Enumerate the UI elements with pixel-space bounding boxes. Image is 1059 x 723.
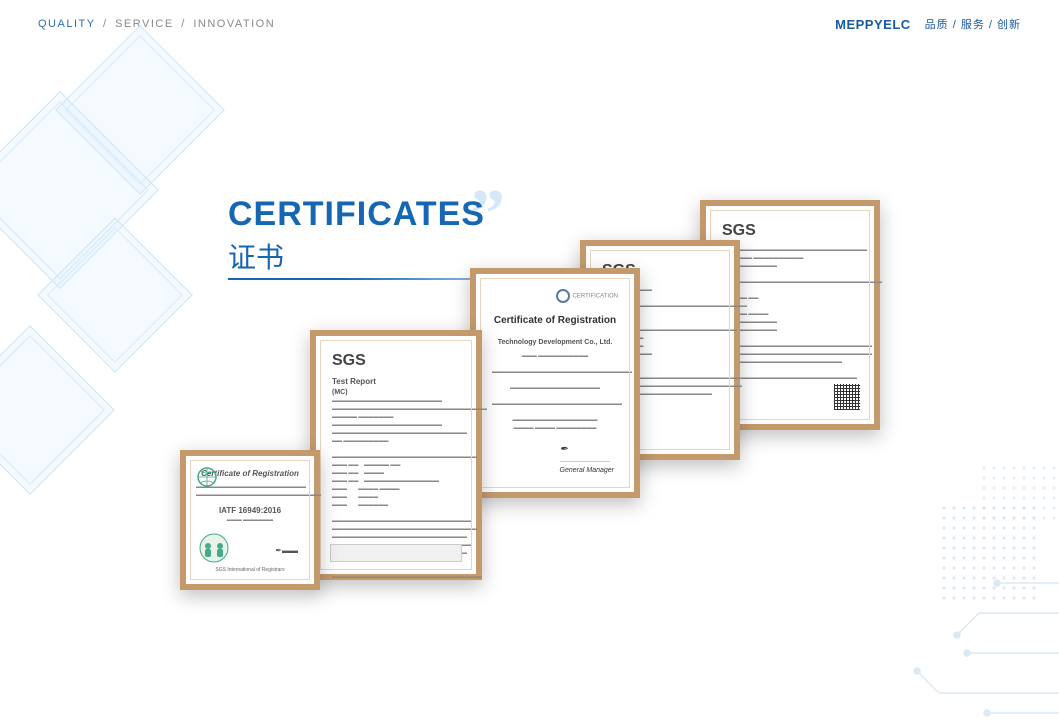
report-title: Test Report: [332, 376, 460, 387]
sgs-logo: SGS: [722, 220, 858, 242]
tagline-cn: 品质 / 服务 / 创新: [925, 16, 1021, 32]
decor-circuit: [879, 543, 1059, 723]
cert-body-text: ▬▬▬ ▬▬▬▬▬▬▬▬▬▬▬▬▬▬▬▬▬▬▬▬▬▬▬▬▬▬▬▬▬▬▬▬▬▬▬▬…: [492, 352, 618, 432]
signature-icon: ✒︎▬▬: [275, 545, 298, 556]
footer-bar: [330, 544, 462, 562]
word-service: SERVICE: [115, 18, 174, 30]
word-innovation: INNOVATION: [193, 18, 275, 30]
cert-company: Technology Development Co., Ltd.: [492, 338, 618, 348]
sep-1: /: [103, 18, 108, 30]
certificate-registration: CERTIFICATION Certificate of Registratio…: [470, 268, 640, 498]
cert-standard: IATF 16949:2016: [196, 505, 304, 516]
certificate-test-report: SGS Test Report (MC) ▬▬▬▬▬▬▬▬▬▬▬▬▬▬▬▬▬▬▬…: [310, 330, 482, 580]
certificate-iatf: Certificate of Registration ▬▬▬▬▬▬▬▬▬▬▬▬…: [180, 450, 320, 590]
cert-issuer: SGS International of Registrars: [186, 567, 314, 574]
ci-mark: CERTIFICATION: [492, 288, 618, 304]
certificates-display: SGS ▬▬▬▬▬▬▬▬▬▬▬▬▬▬▬▬▬▬▬▬▬▬▬▬▬▬▬▬▬▬▬▬▬▬▬ …: [180, 200, 940, 600]
qr-code-icon: [834, 384, 860, 410]
people-globe-icon: [198, 532, 230, 564]
cert-title: Certificate of Registration: [492, 314, 618, 328]
signature-line: ✒︎ General Manager: [560, 443, 614, 476]
sgs-logo: SGS: [332, 350, 460, 372]
report-subtitle: (MC): [332, 388, 460, 398]
sep-2: /: [181, 18, 186, 30]
header-right: MEPPYELC 品质 / 服务 / 创新: [835, 16, 1021, 32]
brand-logo: MEPPYELC: [835, 17, 911, 32]
header-tagline-en: QUALITY / SERVICE / INNOVATION: [38, 18, 275, 30]
globe-icon: [196, 466, 218, 488]
cert-subtext: ▬▬▬ ▬▬▬▬▬▬: [196, 516, 304, 524]
cert-body-text: ▬▬▬▬▬▬▬▬▬▬▬▬▬▬▬▬▬▬▬▬▬▬▬▬▬▬▬▬▬▬▬▬▬▬▬ ▬▬▬▬…: [722, 246, 858, 382]
word-quality: QUALITY: [38, 18, 95, 30]
